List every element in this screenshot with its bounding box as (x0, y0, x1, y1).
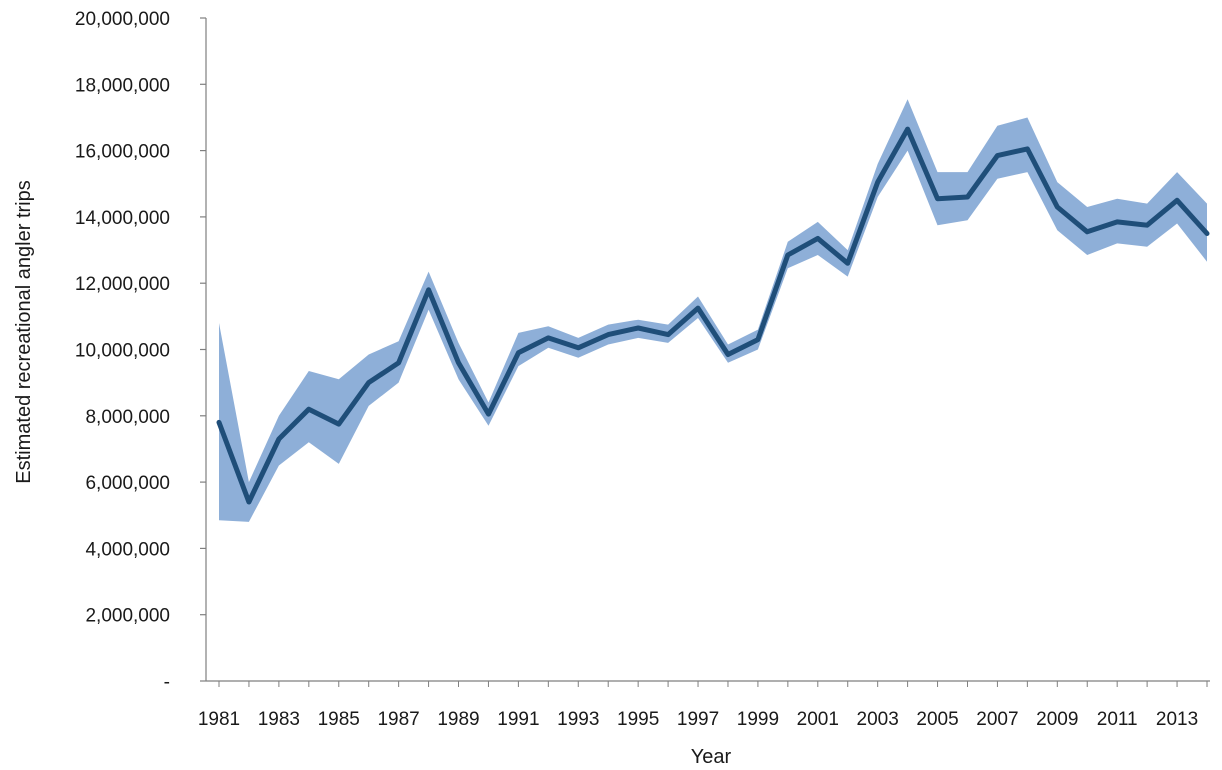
x-tick-label: 2003 (857, 709, 899, 730)
x-tick-label: 1981 (198, 709, 240, 730)
data-point-2006 (965, 195, 970, 200)
data-point-2005 (935, 196, 940, 201)
y-tick-label: 14,000,000 (75, 208, 170, 229)
y-axis-title: Estimated recreational angler trips (13, 180, 35, 483)
x-tick-label: 2001 (797, 709, 839, 730)
data-point-1999 (755, 337, 760, 342)
y-tick-label: 8,000,000 (85, 407, 170, 428)
y-tick-label: 12,000,000 (75, 274, 170, 295)
x-tick-label: 1991 (497, 709, 539, 730)
x-tick-label: 1993 (557, 709, 599, 730)
trend-line (216, 126, 1210, 505)
y-tick-label: 2,000,000 (85, 606, 170, 627)
x-tick-label: 1985 (318, 709, 360, 730)
data-point-1981 (217, 420, 222, 425)
data-point-1988 (426, 287, 431, 292)
data-point-1989 (456, 360, 461, 365)
data-point-2004 (905, 127, 910, 132)
data-point-1991 (516, 350, 521, 355)
x-tick-label: 2009 (1036, 709, 1078, 730)
data-point-1982 (246, 500, 251, 505)
data-point-2012 (1145, 223, 1150, 228)
data-point-2011 (1115, 219, 1120, 224)
data-point-2002 (845, 261, 850, 266)
x-tick-label: 1989 (437, 709, 479, 730)
x-axis-title: Year (691, 746, 732, 768)
y-tick-label: 10,000,000 (75, 341, 170, 362)
y-tick-label: 16,000,000 (75, 142, 170, 163)
y-tick-label: - (164, 672, 170, 693)
data-point-1994 (606, 332, 611, 337)
x-tick-label: 1999 (737, 709, 779, 730)
data-point-1983 (276, 437, 281, 442)
data-point-1986 (366, 380, 371, 385)
data-point-2007 (995, 153, 1000, 158)
data-point-1998 (726, 352, 731, 357)
data-point-2008 (1025, 146, 1030, 151)
y-tick-label: 18,000,000 (75, 75, 170, 96)
data-point-1985 (336, 422, 341, 427)
data-point-1995 (636, 326, 641, 331)
data-point-1992 (546, 335, 551, 340)
x-tick-label: 2011 (1097, 709, 1138, 730)
y-tick-label: 6,000,000 (85, 473, 170, 494)
data-point-2000 (785, 253, 790, 258)
data-point-1997 (696, 306, 701, 311)
data-point-1984 (306, 407, 311, 412)
x-tick-label: 2013 (1156, 709, 1198, 730)
confidence-band-layer (219, 99, 1207, 522)
data-point-2003 (875, 180, 880, 185)
data-point-2010 (1085, 229, 1090, 234)
confidence-band (219, 99, 1207, 522)
data-point-2009 (1055, 205, 1060, 210)
data-point-1987 (396, 360, 401, 365)
x-tick-layer: 1981 1983 1985 1987 1989 1991 1993 1995 1997 1999… (198, 681, 1208, 730)
y-tick-label: 4,000,000 (85, 539, 170, 560)
data-point-2001 (815, 236, 820, 241)
data-point-1996 (666, 332, 671, 337)
data-point-1990 (486, 412, 491, 417)
trend-line-layer (216, 126, 1210, 505)
data-point-1993 (576, 345, 581, 350)
x-tick-label: 1997 (677, 709, 719, 730)
x-tick-label: 1983 (258, 709, 300, 730)
x-tick-label: 1995 (617, 709, 659, 730)
x-tick-label: 2005 (916, 709, 958, 730)
axes-layer (205, 18, 1210, 682)
x-tick-label: 1987 (377, 709, 419, 730)
y-tick-layer: - 2,000,000 4,000,000 6,000,000 8,000,000 10,… (75, 9, 206, 693)
data-point-2014 (1205, 231, 1210, 236)
y-tick-label: 20,000,000 (75, 9, 170, 30)
data-point-2013 (1175, 198, 1180, 203)
x-tick-label: 2007 (976, 709, 1018, 730)
